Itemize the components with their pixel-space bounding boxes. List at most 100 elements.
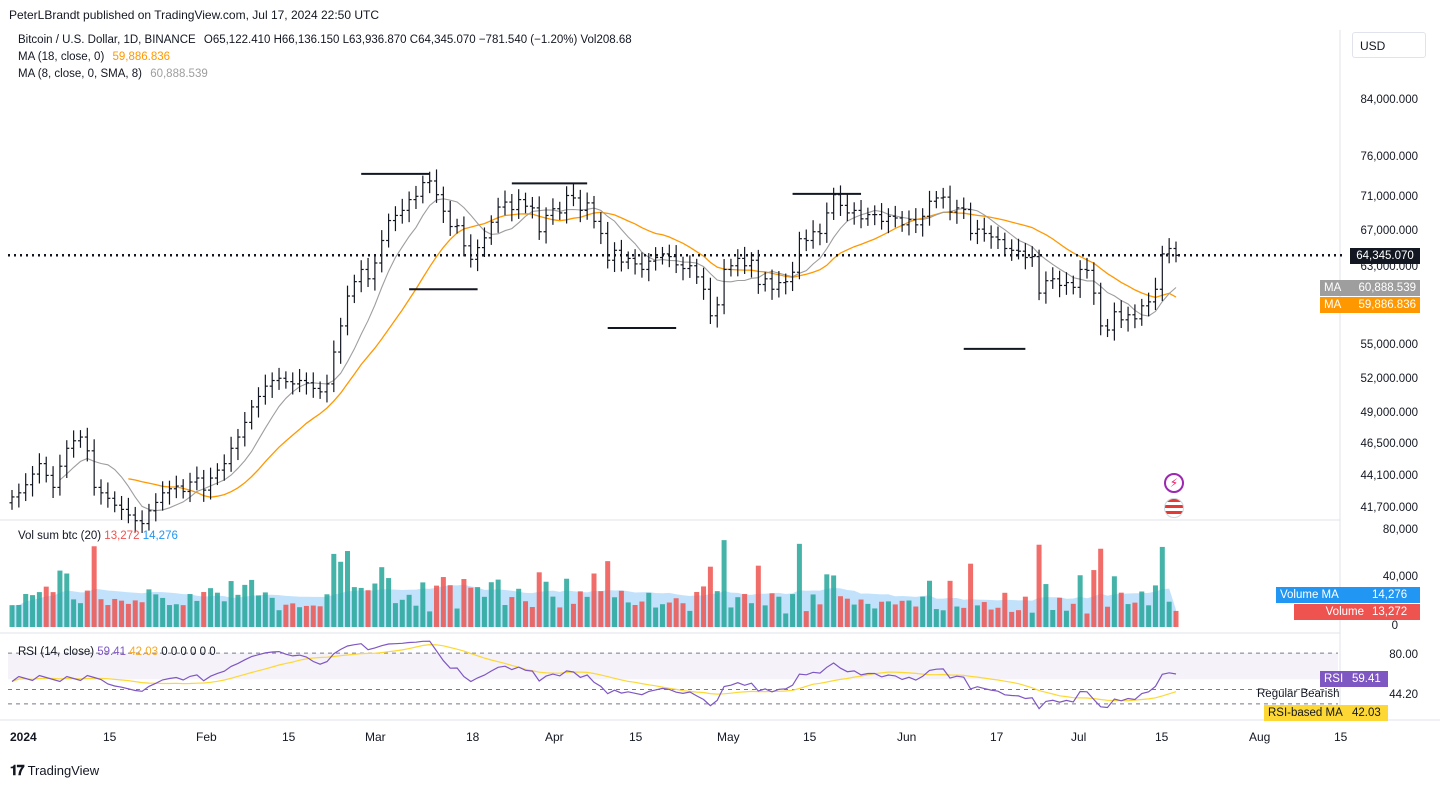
rsi-ma-tag-value: 42.03 — [1348, 705, 1388, 721]
ma8-tag-label: MA — [1324, 282, 1342, 294]
volume-bar — [748, 603, 754, 627]
volume-bar — [153, 594, 159, 627]
rsi-tag-value: 59.41 — [1348, 671, 1388, 687]
ohlc-bar — [9, 489, 15, 510]
ohlc-bar — [461, 216, 467, 257]
ohlc-bar — [824, 202, 830, 243]
ohlc-bar — [139, 510, 145, 533]
currency-selector[interactable]: USD — [1352, 32, 1426, 58]
volume-bar — [283, 604, 289, 627]
ma18-legend[interactable]: MA (18, close, 0) 59,886.836 — [18, 51, 175, 63]
ohlc-bar — [1159, 245, 1165, 302]
volume-bar — [84, 590, 90, 627]
volume-bar — [872, 608, 878, 627]
ohlc-bar — [1139, 298, 1145, 326]
volume-bar — [707, 566, 713, 627]
volume-bar — [420, 582, 426, 627]
ohlc-bar — [509, 193, 515, 222]
chart-canvas[interactable] — [0, 30, 1440, 755]
ohlc-bar — [776, 271, 782, 298]
ohlc-bar — [728, 258, 734, 277]
volume-bar — [180, 605, 186, 627]
volume-bar — [1146, 605, 1152, 627]
ohlc-bar — [1111, 302, 1117, 341]
chart-area[interactable]: Bitcoin / U.S. Dollar, 1D, BINANCE O65,1… — [0, 30, 1440, 755]
ohlc-bar — [481, 227, 487, 258]
rsi-legend[interactable]: RSI (14, close) 59.41 42.03 0 0 0 0 0 0 — [18, 646, 216, 658]
ohlc-bar — [160, 481, 166, 511]
ohlc-bar — [769, 269, 775, 300]
ohlc-bar — [577, 189, 583, 223]
ma18-tag-value: 59,886.836 — [1358, 299, 1416, 311]
ohlc-bar — [310, 372, 316, 398]
ohlc-bar — [701, 267, 707, 300]
ohlc-bar — [1091, 262, 1097, 305]
ohlc-bar — [276, 367, 282, 390]
ohlc-bar — [50, 466, 56, 498]
volume-bar — [577, 591, 583, 627]
ohlc-bar — [974, 219, 980, 245]
time-tick: 15 — [1334, 730, 1348, 744]
volume-bar — [249, 579, 255, 627]
ohlc-bar — [1098, 282, 1104, 336]
ohlc-bar — [639, 252, 645, 278]
volume-tag: Volume — [1294, 604, 1368, 620]
volume-bar — [502, 605, 508, 627]
volume-bar — [865, 603, 871, 627]
volume-bar — [694, 591, 700, 627]
ohlc-bar — [721, 259, 727, 315]
ma18-tag-label: MA — [1324, 299, 1342, 311]
volume-bar — [858, 599, 864, 627]
time-tick: Jun — [897, 730, 917, 744]
volume-bar — [461, 579, 467, 627]
ohlc-bar — [91, 439, 97, 496]
ohlc-bar — [386, 213, 392, 248]
time-tick: Jul — [1071, 730, 1087, 744]
ohlc-bar — [550, 198, 556, 225]
ohlc-bar — [303, 372, 309, 395]
footer-brand[interactable]: 𝟏𝟕 TradingView — [10, 762, 99, 779]
volume-bar — [564, 578, 570, 627]
volume-legend[interactable]: Vol sum btc (20) 13,272 14,276 — [18, 530, 178, 542]
ohlc-bar — [564, 186, 570, 224]
ohlc-bar — [968, 202, 974, 241]
ohlc-bar — [536, 196, 542, 240]
symbol-legend[interactable]: Bitcoin / U.S. Dollar, 1D, BINANCE O65,1… — [18, 34, 637, 46]
ohlc-bar — [242, 412, 248, 447]
volume-bar — [119, 600, 125, 627]
ohlc-bar — [570, 183, 576, 207]
volume-tag-value: 13,272 — [1368, 604, 1420, 620]
rsi-value: 59.41 — [97, 646, 127, 658]
ohlc-bar — [591, 195, 597, 229]
ohlc-bar — [612, 242, 618, 273]
time-tick: 15 — [282, 730, 296, 744]
ohlc-bar — [338, 317, 344, 364]
ohlc-bar — [23, 473, 29, 502]
ohlc-bar — [1057, 270, 1063, 298]
volume-bar — [790, 594, 796, 627]
volume-bar — [187, 594, 193, 627]
volume-bar — [1166, 601, 1172, 627]
ohlc-bar — [673, 245, 679, 274]
ma8-legend[interactable]: MA (8, close, 0, SMA, 8) 60,888.539 — [18, 68, 213, 80]
ohlc-bar — [1166, 238, 1172, 264]
ohlc-bar — [36, 453, 42, 484]
volume-bar — [331, 553, 337, 627]
flag-icon[interactable] — [1164, 498, 1184, 518]
volume-bar — [434, 585, 440, 627]
price-tick: 52,000.000 — [1360, 373, 1418, 385]
volume-tick: 40,000 — [1382, 571, 1418, 583]
ohlc-bar — [98, 479, 104, 505]
volume-bar — [913, 606, 919, 627]
ohlc-bar — [995, 226, 1001, 250]
ohlc-bar — [529, 196, 535, 219]
volume-bar — [16, 604, 22, 627]
volume-bar — [940, 610, 946, 627]
lightning-icon[interactable]: ⚡ — [1164, 473, 1184, 493]
volume-bar — [214, 592, 220, 627]
ma8-tag-value: 60,888.539 — [1358, 282, 1416, 294]
ohlc-bar — [77, 430, 83, 448]
volume-bar — [721, 540, 727, 627]
volume-bar — [201, 592, 207, 627]
volume-ma-tag: Volume MA — [1276, 587, 1368, 603]
